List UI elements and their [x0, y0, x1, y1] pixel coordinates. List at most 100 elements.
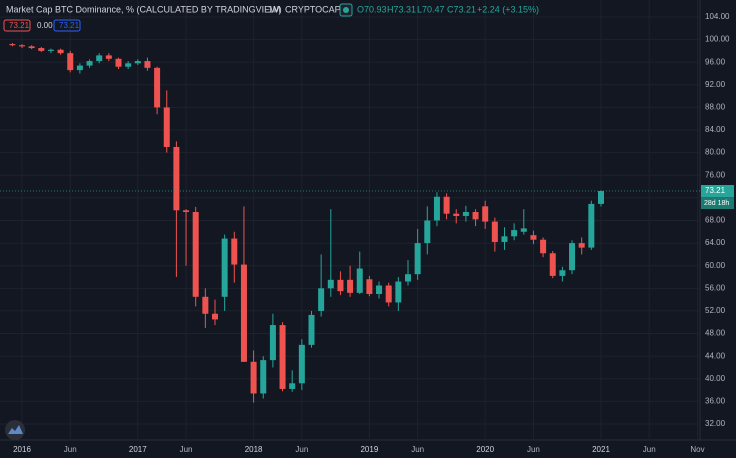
y-tick-label: 44.00: [705, 351, 726, 360]
indicator-box: [3, 19, 31, 32]
candle-body: [260, 360, 267, 394]
candle-body: [520, 228, 527, 232]
candle-body: [588, 203, 595, 248]
countdown: 28d 18h: [704, 200, 729, 207]
logo-bg[interactable]: [5, 420, 25, 440]
interval: 1M: [268, 4, 281, 14]
candle-body: [279, 325, 286, 389]
candle-body: [308, 314, 315, 345]
candle-body: [154, 67, 161, 108]
y-tick-label: 104.00: [705, 12, 730, 21]
candle-body: [38, 48, 45, 51]
x-tick-label: 2019: [360, 445, 378, 454]
candle-body: [347, 279, 354, 293]
candle-body: [240, 264, 247, 362]
change: +2.24 (+3.15%): [477, 4, 539, 14]
candle-body: [414, 243, 421, 275]
candle-body: [298, 344, 305, 384]
candle-body: [134, 61, 141, 64]
x-tick-label: Jun: [295, 445, 308, 454]
candle-body: [482, 206, 489, 222]
candle-body: [356, 268, 363, 293]
candle-body: [327, 279, 334, 289]
y-tick-label: 56.00: [705, 283, 726, 292]
candle-body: [9, 44, 16, 46]
candle-body: [125, 63, 132, 67]
x-tick-label: Jun: [527, 445, 540, 454]
indicator-value: 73.21: [59, 21, 80, 30]
x-tick-label: Jun: [64, 445, 77, 454]
ohlc-close: C73.21: [447, 4, 476, 14]
candle-body: [376, 285, 383, 294]
candle-body: [183, 210, 190, 213]
candle-body: [559, 270, 566, 276]
price-tag-bg: [701, 185, 734, 198]
ohlc-low: L70.47: [417, 4, 445, 14]
candle-body: [501, 236, 508, 242]
candle-body: [202, 296, 209, 314]
candle-body: [443, 196, 450, 214]
candle-body: [366, 279, 373, 294]
candle-body: [462, 212, 469, 216]
candle-body: [57, 49, 64, 54]
status-dot: [343, 7, 349, 13]
x-tick-label: 2021: [592, 445, 610, 454]
logo-shape: [8, 425, 23, 434]
candle-body: [96, 55, 103, 62]
candle-body: [250, 361, 257, 394]
y-tick-label: 92.00: [705, 80, 726, 89]
y-tick-label: 60.00: [705, 261, 726, 270]
candle-body: [289, 383, 296, 389]
candle-body: [105, 55, 112, 59]
exchange: CRYPTOCAP: [285, 4, 341, 14]
candle-body: [472, 212, 479, 220]
indicator-value: 73.21: [9, 21, 30, 30]
candle-body: [19, 45, 26, 47]
candle-body: [491, 221, 498, 242]
candle-body: [597, 191, 604, 204]
candle-body: [433, 196, 440, 221]
candle-body: [144, 61, 151, 68]
y-tick-label: 80.00: [705, 148, 726, 157]
candle-body: [540, 239, 547, 254]
candle-body: [47, 49, 54, 51]
x-tick-label: 2020: [476, 445, 494, 454]
ohlc-open: O70.93: [357, 4, 387, 14]
countdown-bg: [701, 197, 734, 210]
y-tick-label: 68.00: [705, 216, 726, 225]
indicator-value: 0.00: [37, 21, 53, 30]
candle-body: [86, 61, 93, 66]
candle-body: [163, 107, 170, 147]
y-tick-label: 32.00: [705, 419, 726, 428]
candle-body: [192, 212, 199, 297]
candle-body: [67, 53, 74, 71]
candle-body: [337, 279, 344, 292]
x-tick-label: Jun: [643, 445, 656, 454]
candle-body: [549, 253, 556, 276]
x-tick-label: 2017: [129, 445, 147, 454]
y-tick-label: 52.00: [705, 306, 726, 315]
y-tick-label: 100.00: [705, 35, 730, 44]
y-tick-label: 36.00: [705, 396, 726, 405]
candle-body: [569, 243, 576, 271]
candle-body: [395, 281, 402, 303]
x-tick-label: Nov: [690, 445, 704, 454]
y-tick-label: 88.00: [705, 103, 726, 112]
y-tick-label: 40.00: [705, 374, 726, 383]
candle-body: [269, 325, 276, 361]
candle-body: [385, 285, 392, 303]
candle-body: [511, 230, 518, 237]
candle-body: [530, 235, 537, 240]
x-tick-label: Jun: [411, 445, 424, 454]
logo[interactable]: [5, 420, 25, 440]
candle-body: [211, 313, 218, 320]
y-tick-label: 84.00: [705, 125, 726, 134]
candle-body: [318, 288, 325, 311]
candle-body: [173, 146, 180, 211]
candle-body: [453, 213, 460, 216]
y-tick-label: 76.00: [705, 170, 726, 179]
candle-body: [28, 46, 35, 49]
x-tick-label: 2016: [13, 445, 31, 454]
